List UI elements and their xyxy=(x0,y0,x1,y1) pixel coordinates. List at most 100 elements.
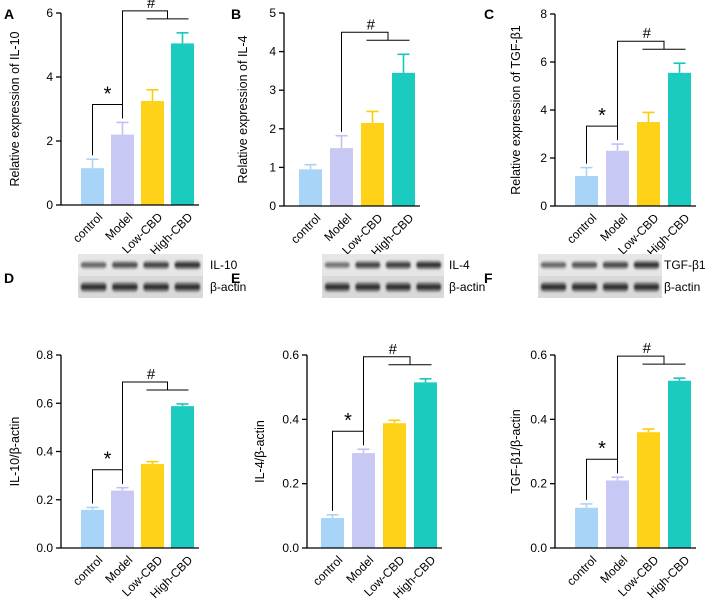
bar-low-cbd xyxy=(637,122,660,206)
significance-symbol: * xyxy=(104,83,112,105)
blot-band xyxy=(634,260,659,270)
blot-band xyxy=(541,261,566,269)
y-tick-label: 4 xyxy=(540,103,547,117)
y-tick-label: 1 xyxy=(269,160,276,174)
y-tick-label: 0.4 xyxy=(530,412,547,426)
y-tick-label: 0.0 xyxy=(282,541,299,555)
y-tick-label: 3 xyxy=(269,83,276,97)
y-axis-label: TGF-β1/β-actin xyxy=(509,409,523,494)
bar-low-cbd xyxy=(361,123,384,206)
bar-model xyxy=(111,490,134,548)
panel-letter: C xyxy=(484,6,494,22)
bar-model xyxy=(111,134,134,205)
y-tick-label: 2 xyxy=(46,134,53,148)
bracket-line xyxy=(341,31,389,132)
blot-background xyxy=(538,254,662,276)
panel-d: DIL-10β-actin0.00.20.40.60.8controlModel… xyxy=(4,254,246,601)
bar-control xyxy=(81,509,104,548)
bar-low-cbd xyxy=(141,101,164,205)
y-tick-label: 6 xyxy=(46,6,53,20)
bar-low-cbd xyxy=(383,423,406,548)
x-tick-label: control xyxy=(70,553,105,588)
blot-row-target xyxy=(538,254,662,276)
y-tick-label: 2 xyxy=(269,122,276,136)
significance-bracket: # xyxy=(617,25,686,141)
panel-letter: A xyxy=(4,6,14,22)
y-tick-label: 4 xyxy=(46,70,53,84)
blot-band xyxy=(355,282,380,292)
blot-band xyxy=(325,282,350,292)
blot-band xyxy=(325,261,350,269)
blot-row-actin xyxy=(322,276,444,298)
y-tick-label: 0.2 xyxy=(282,477,299,491)
y-axis-label: Relative expression of IL-4 xyxy=(236,35,250,183)
significance-bracket: # xyxy=(122,366,189,484)
blot-band xyxy=(143,260,169,270)
y-tick-label: 0.0 xyxy=(36,541,53,555)
y-axis-label: Relative expression of IL-10 xyxy=(8,31,22,186)
blot-band xyxy=(81,261,107,269)
bar-control xyxy=(575,176,598,206)
y-tick-label: 6 xyxy=(540,55,547,69)
panel-letter: B xyxy=(231,6,241,22)
bar-model xyxy=(330,148,353,206)
bar-high-cbd xyxy=(668,380,691,548)
bracket-line xyxy=(363,356,411,446)
western-blot-e: IL-4 β-actin xyxy=(322,254,485,298)
bar-high-cbd xyxy=(171,406,194,548)
x-tick-label: control xyxy=(288,211,323,246)
y-tick-label: 8 xyxy=(540,7,547,21)
blot-label-actin: β-actin xyxy=(664,280,700,294)
y-tick-label: 0 xyxy=(269,199,276,213)
significance-symbol: # xyxy=(643,340,652,357)
bar-low-cbd xyxy=(141,464,164,548)
blot-band xyxy=(355,260,380,270)
blot-row-actin xyxy=(78,276,203,298)
x-tick-label: control xyxy=(310,553,345,588)
bar-high-cbd xyxy=(392,72,415,206)
blot-label-target: IL-10 xyxy=(210,258,238,272)
bar-control xyxy=(299,169,322,206)
bar-model xyxy=(606,150,629,206)
blot-label-actin: β-actin xyxy=(449,280,485,294)
blot-band xyxy=(416,282,441,292)
x-tick-label: control xyxy=(70,210,105,245)
blot-background xyxy=(78,254,203,276)
y-tick-label: 4 xyxy=(269,45,276,59)
bar-high-cbd xyxy=(171,43,194,206)
panel-a: A0246controlModelLow-CBDHigh-CBDRelative… xyxy=(4,0,199,258)
significance-bracket: # xyxy=(341,16,410,132)
y-tick-label: 0.6 xyxy=(36,396,53,410)
significance-bracket: # xyxy=(617,340,686,474)
significance-symbol: # xyxy=(147,366,156,383)
blot-background xyxy=(78,276,203,298)
bar-control xyxy=(575,507,598,548)
y-tick-label: 0 xyxy=(46,198,53,212)
y-tick-label: 0.6 xyxy=(282,348,299,362)
y-tick-label: 0.0 xyxy=(530,541,547,555)
bar-high-cbd xyxy=(414,382,437,548)
panel-c: C02468controlModelLow-CBDHigh-CBDRelativ… xyxy=(484,6,696,259)
blot-background xyxy=(322,254,444,276)
blot-label-actin: β-actin xyxy=(210,280,246,294)
significance-symbol: * xyxy=(598,438,606,460)
western-blot-d: IL-10 β-actin xyxy=(78,254,246,298)
y-tick-label: 0.2 xyxy=(530,477,547,491)
y-tick-label: 0.4 xyxy=(282,412,299,426)
blot-band xyxy=(386,260,411,270)
blot-row-target xyxy=(322,254,444,276)
y-tick-label: 0 xyxy=(540,199,547,213)
blot-band xyxy=(603,282,628,292)
panel-b: B012345controlModelLow-CBDHigh-CBDRelati… xyxy=(231,6,420,259)
significance-bracket: # xyxy=(122,0,189,119)
significance-symbol: # xyxy=(147,0,156,12)
blot-band xyxy=(541,282,566,292)
blot-row-actin xyxy=(538,276,662,298)
panel-f: FTGF-β1β-actin0.00.20.40.6controlModelLo… xyxy=(484,254,706,601)
significance-symbol: * xyxy=(344,410,352,432)
blot-band xyxy=(386,282,411,292)
y-tick-label: 2 xyxy=(540,151,547,165)
blot-band xyxy=(634,282,659,292)
x-tick-label: control xyxy=(564,553,599,588)
